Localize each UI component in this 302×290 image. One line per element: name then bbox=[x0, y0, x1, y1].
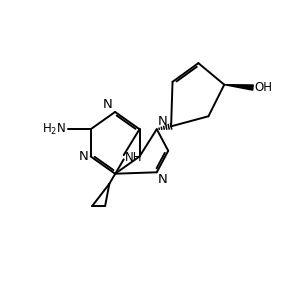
Text: H$_2$N: H$_2$N bbox=[42, 122, 66, 137]
Text: N: N bbox=[79, 150, 88, 163]
Polygon shape bbox=[224, 85, 253, 90]
Text: NH: NH bbox=[125, 151, 143, 164]
Text: N: N bbox=[158, 173, 168, 186]
Text: N: N bbox=[103, 98, 113, 111]
Text: OH: OH bbox=[254, 81, 272, 94]
Text: N: N bbox=[158, 115, 168, 128]
